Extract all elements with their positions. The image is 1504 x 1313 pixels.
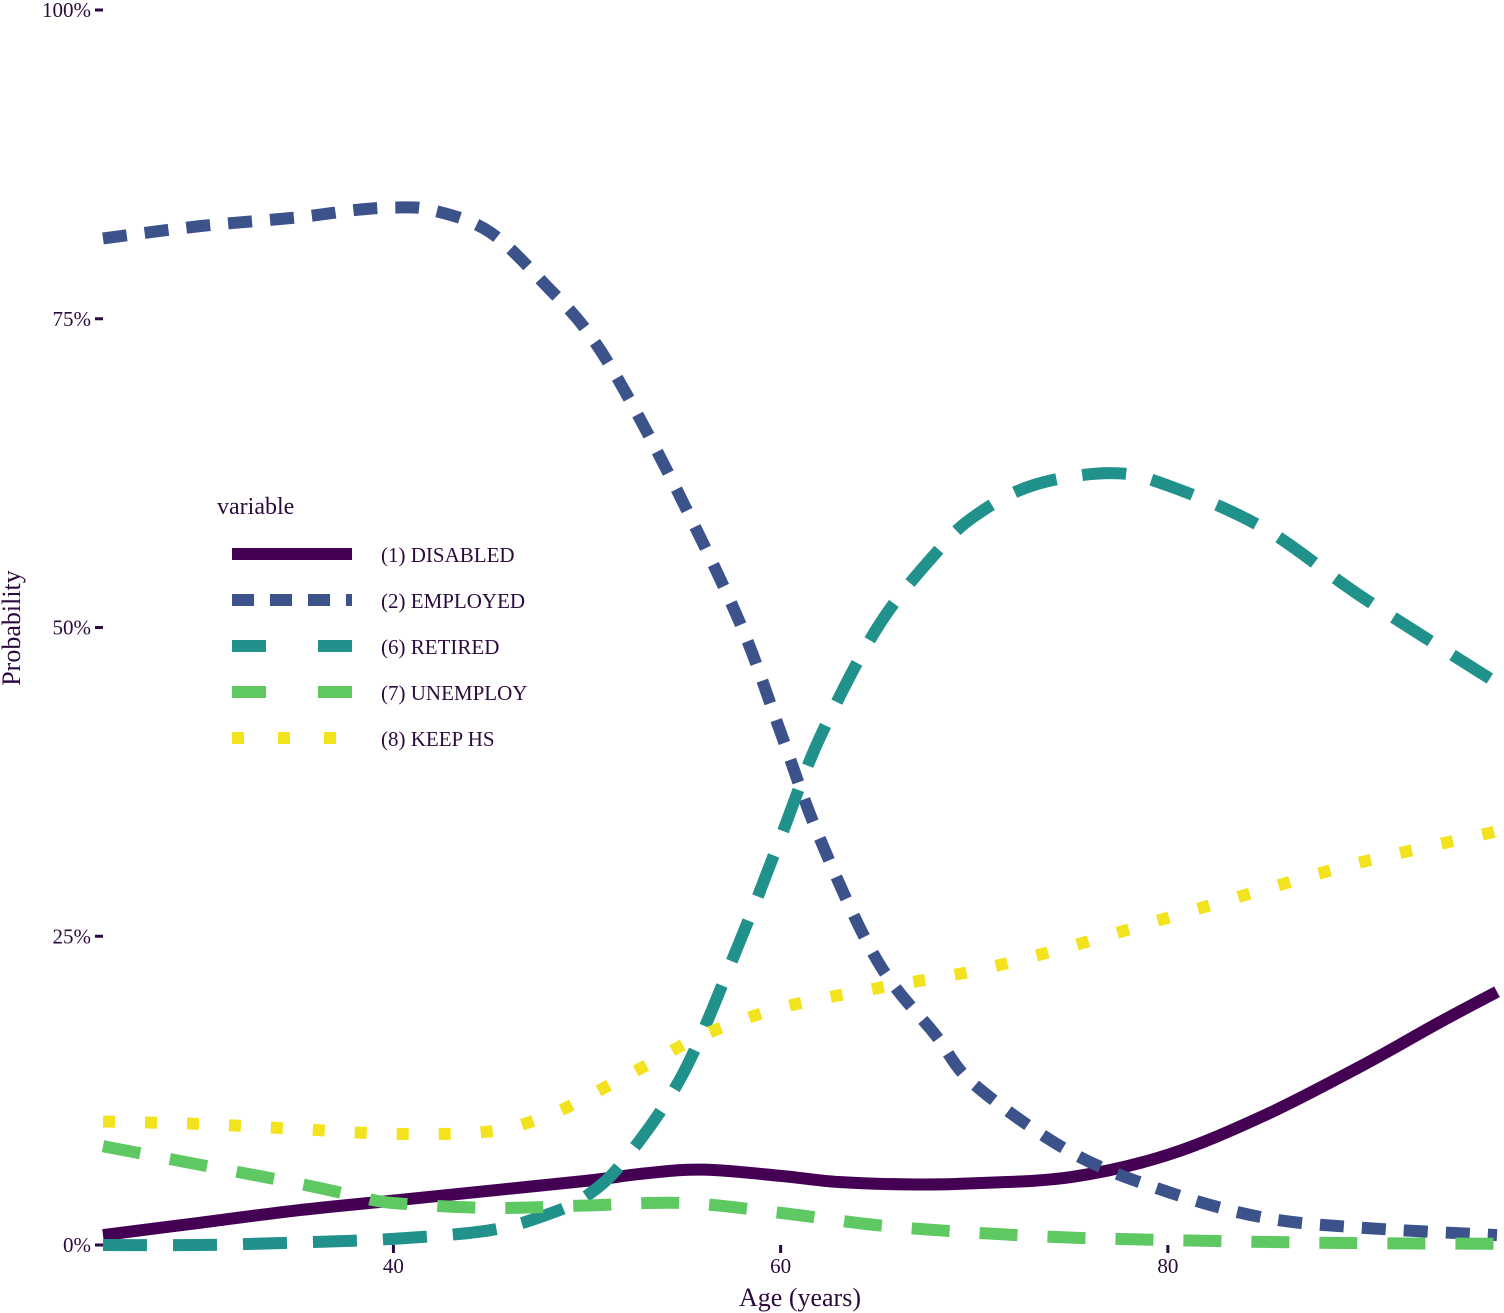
y-axis-title: Probability	[0, 570, 26, 686]
series-line-2-employed	[102, 201, 1498, 1242]
y-tick-label: 0%	[63, 1233, 91, 1257]
y-axis: 0% 25% 50% 75% 100%	[42, 0, 103, 1257]
series-line-8-keep-hs	[102, 825, 1499, 1141]
x-axis: 40 60 80	[383, 1245, 1178, 1278]
legend-label: (1) DISABLED	[381, 543, 515, 567]
y-tick-label: 25%	[53, 924, 92, 948]
legend-label: (6) RETIRED	[381, 635, 499, 659]
series-layer	[101, 201, 1501, 1252]
x-axis-title: Age (years)	[739, 1283, 861, 1312]
x-tick-label: 80	[1157, 1254, 1178, 1278]
series-line-1-disabled	[102, 986, 1500, 1242]
y-tick-label: 75%	[53, 307, 92, 331]
legend: variable (1) DISABLED (2) EMPLOYED (6) RET…	[217, 494, 527, 751]
y-tick-label: 50%	[53, 616, 92, 640]
legend-label: (7) UNEMPLOY	[381, 681, 527, 705]
legend-label: (8) KEEP HS	[381, 727, 495, 751]
series-line-7-unemploy	[101, 1140, 1498, 1250]
series-line-6-retired	[102, 467, 1501, 1252]
x-tick-label: 40	[383, 1254, 404, 1278]
x-tick-label: 60	[770, 1254, 791, 1278]
y-tick-label: 100%	[42, 0, 91, 22]
legend-title: variable	[217, 494, 294, 520]
legend-label: (2) EMPLOYED	[381, 589, 525, 613]
